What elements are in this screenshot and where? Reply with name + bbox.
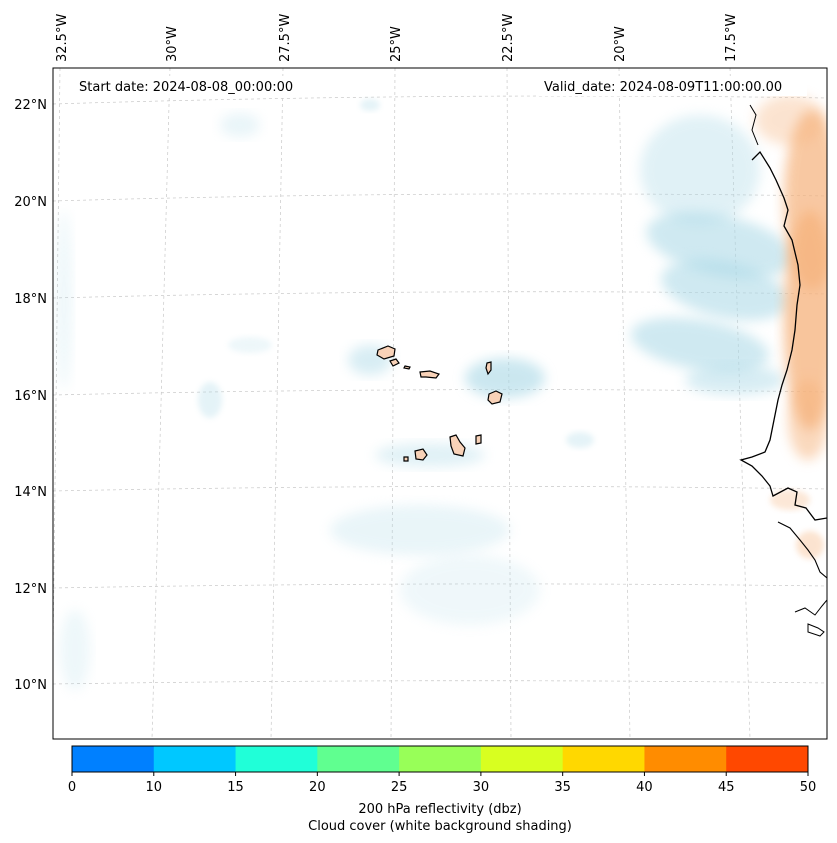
coastline-west-africa	[739, 150, 827, 521]
colorbar-tick-label: 45	[718, 780, 735, 795]
gridline-14n	[53, 486, 827, 492]
island-sal	[485, 361, 492, 376]
colorbar-tick-label: 15	[227, 780, 244, 795]
lon-label-22-5w: 22.5°W	[501, 14, 516, 62]
lon-label-32-5w: 32.5°W	[55, 14, 70, 62]
coastline-guinea	[794, 599, 827, 616]
island-santo-antao	[376, 345, 396, 360]
colorbar-segment	[153, 746, 237, 772]
colorbar-tick-label: 30	[473, 780, 490, 795]
colorbar: 0 10 15 20 25 30 35 40 45 50	[68, 745, 817, 795]
colorbar-sublabel: Cloud cover (white background shading)	[308, 819, 572, 834]
lon-label-20w: 20°W	[613, 26, 628, 62]
gridline-22n	[53, 95, 827, 105]
reflectivity-shading	[755, 95, 827, 559]
island-boa-vista	[487, 390, 503, 405]
colorbar-border	[71, 745, 809, 773]
gridline-20w	[618, 68, 631, 739]
gridline-10n	[53, 680, 827, 685]
island-maio	[475, 434, 482, 445]
island-brava	[403, 456, 409, 462]
colorbar-segment	[317, 746, 400, 772]
colorbar-label: 200 hPa reflectivity (dbz)	[358, 802, 521, 817]
lon-label-27-5w: 27.5°W	[278, 14, 293, 62]
lat-label-14n: 14°N	[14, 485, 47, 500]
colorbar-tick-label: 0	[68, 780, 76, 795]
coastline-mauritania-north	[749, 104, 759, 146]
gridline-30w	[151, 68, 171, 739]
lon-label-17-5w: 17.5°W	[724, 14, 739, 62]
gridline-17-5w	[729, 68, 751, 739]
colorbar-segment	[644, 746, 727, 772]
colorbar-segment	[72, 746, 155, 772]
gridline-20n	[53, 193, 827, 202]
island-santiago	[449, 434, 466, 457]
lat-label-10n: 10°N	[14, 678, 47, 693]
lat-label-16n: 16°N	[14, 389, 47, 404]
coastline-guinea-bissau	[777, 521, 827, 579]
lon-label-25w: 25°W	[389, 26, 404, 62]
gridline-16n	[53, 389, 827, 396]
colorbar-tick-label: 25	[391, 780, 408, 795]
valid-date-box	[539, 76, 807, 96]
valid-date-label: Valid_date: 2024-08-09T11:00:00.00	[544, 80, 782, 95]
gridline-22-5w	[506, 68, 512, 739]
gridline-25w	[390, 68, 396, 739]
gridline-12n	[53, 583, 827, 589]
island-bijagos	[807, 623, 825, 637]
colorbar-tick-label: 50	[800, 780, 817, 795]
colorbar-tick-label: 40	[636, 780, 653, 795]
map-content	[53, 68, 827, 739]
cape-verde-islands	[376, 345, 503, 462]
colorbar-tick-label: 10	[146, 780, 163, 795]
island-santa-luzia	[403, 365, 411, 370]
colorbar-tick-label: 20	[309, 780, 326, 795]
colorbar-segment	[480, 746, 564, 772]
start-date-label: Start date: 2024-08-08_00:00:00	[79, 80, 293, 95]
lon-label-30w: 30°W	[165, 26, 180, 62]
map-frame	[52, 67, 828, 740]
colorbar-segment	[235, 746, 318, 772]
colorbar-segment	[562, 746, 645, 772]
island-sao-nicolau	[419, 370, 440, 379]
lat-label-12n: 12°N	[14, 582, 47, 597]
colorbar-tick-label: 35	[554, 780, 571, 795]
gridline-18n	[53, 291, 827, 299]
gridline-27-5w	[270, 68, 284, 739]
colorbar-segment	[399, 746, 482, 772]
cloud-shading	[56, 99, 794, 690]
lat-label-20n: 20°N	[14, 195, 47, 210]
lat-label-18n: 18°N	[14, 292, 47, 307]
island-sao-vicente	[389, 358, 400, 367]
island-fogo	[414, 448, 428, 461]
start-date-box	[74, 76, 314, 96]
lat-label-22n: 22°N	[14, 98, 47, 113]
colorbar-segment	[726, 746, 809, 772]
